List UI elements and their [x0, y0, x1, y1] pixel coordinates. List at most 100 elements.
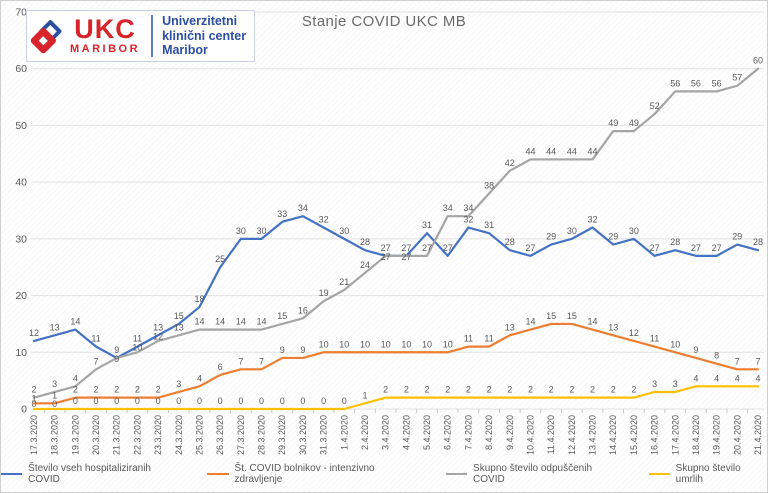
data-label-deaths: 2 [590, 385, 595, 395]
x-tick-label: 30.3.2020 [298, 415, 308, 455]
legend-swatch-discharged [445, 473, 468, 475]
data-label-discharged: 27 [381, 252, 391, 262]
data-label-deaths: 0 [135, 396, 140, 406]
data-label-hospitalized: 27 [650, 243, 660, 253]
data-label-deaths: 0 [114, 396, 119, 406]
data-label-deaths: 0 [31, 399, 36, 409]
data-label-deaths: 2 [383, 385, 388, 395]
data-label-icu: 10 [443, 339, 453, 349]
data-label-discharged: 56 [712, 78, 722, 88]
data-label-icu: 10 [670, 339, 680, 349]
data-label-hospitalized: 28 [670, 237, 680, 247]
gridlines [31, 11, 764, 410]
data-label-deaths: 4 [714, 373, 719, 383]
data-label-discharged: 49 [629, 118, 639, 128]
data-label-discharged: 44 [588, 146, 598, 156]
data-label-hospitalized: 28 [360, 237, 370, 247]
legend-label-icu: Št. COVID bolnikov - intenzivno zdravlje… [234, 463, 375, 485]
x-tick-label: 31.3.2020 [319, 415, 329, 455]
data-label-deaths: 4 [755, 373, 760, 383]
data-label-hospitalized: 27 [712, 243, 722, 253]
y-tick-label: 50 [15, 120, 27, 132]
data-label-deaths: 0 [218, 396, 223, 406]
data-label-icu: 2 [135, 385, 140, 395]
data-label-hospitalized: 15 [174, 311, 184, 321]
data-label-hospitalized: 29 [546, 232, 556, 242]
data-label-discharged: 60 [753, 56, 763, 66]
data-label-hospitalized: 13 [50, 322, 60, 332]
data-label-icu: 15 [546, 311, 556, 321]
data-label-discharged: 38 [484, 180, 494, 190]
legend-swatch-deaths [648, 473, 670, 475]
x-tick-label: 10.4.2020 [525, 415, 535, 455]
data-label-discharged: 34 [463, 203, 473, 213]
data-label-icu: 9 [300, 345, 305, 355]
data-label-icu: 11 [464, 334, 473, 344]
legend-label-discharged: Skupno število odpuščenih COVID [473, 463, 593, 485]
data-label-hospitalized: 34 [298, 203, 308, 213]
data-label-deaths: 0 [94, 396, 99, 406]
data-label-hospitalized: 27 [381, 243, 391, 253]
data-label-deaths: 0 [259, 396, 264, 406]
data-label-hospitalized: 18 [194, 294, 204, 304]
y-axis-labels: 010203040506070 [15, 7, 27, 416]
x-tick-label: 9.4.2020 [505, 415, 515, 450]
covid-line-chart: 01020304050607017.3.202018.3.202019.3.20… [15, 7, 764, 455]
data-label-hospitalized: 27 [443, 243, 453, 253]
logo-city: MARIBOR [70, 42, 141, 55]
chart-legend: Število vseh hospitaliziranih COVID Št. C… [1, 463, 767, 485]
data-label-hospitalized: 30 [236, 226, 246, 236]
data-label-icu: 7 [259, 356, 264, 366]
data-label-icu: 2 [114, 385, 119, 395]
data-label-discharged: 7 [94, 356, 99, 366]
x-axis-labels: 17.3.2020 18.3.2020 19.3.2020 20.3.2020 21.3… [29, 415, 763, 455]
data-label-discharged: 44 [546, 146, 556, 156]
data-label-discharged: 49 [608, 118, 618, 128]
data-label-icu: 11 [650, 334, 659, 344]
data-label-deaths: 2 [611, 385, 616, 395]
data-label-deaths: 2 [528, 385, 533, 395]
data-label-discharged: 24 [360, 260, 370, 270]
data-label-hospitalized: 33 [277, 209, 287, 219]
data-label-discharged: 19 [319, 288, 329, 298]
x-tick-label: 8.4.2020 [484, 415, 494, 450]
ukc-logo-mark-icon [31, 20, 62, 54]
data-label-discharged: 14 [194, 317, 204, 327]
data-label-discharged: 14 [236, 317, 246, 327]
data-label-discharged: 44 [567, 146, 577, 156]
x-tick-label: 3.4.2020 [381, 415, 391, 450]
data-label-hospitalized: 31 [422, 220, 432, 230]
data-label-deaths: 0 [156, 396, 161, 406]
data-label-hospitalized: 11 [91, 334, 100, 344]
data-label-discharged: 56 [670, 78, 680, 88]
y-tick-label: 10 [15, 347, 27, 359]
data-label-discharged: 34 [443, 203, 453, 213]
data-label-hospitalized: 25 [215, 254, 225, 264]
ukc-logo: UKC MARIBOR Univerzitetni klinični cente… [26, 10, 256, 62]
data-label-deaths: 2 [507, 385, 512, 395]
data-label-hospitalized: 32 [463, 215, 473, 225]
x-tick-label: 2.4.2020 [360, 415, 370, 450]
x-tick-label: 7.4.2020 [463, 415, 473, 450]
data-label-discharged: 42 [505, 158, 515, 168]
data-label-hospitalized: 31 [484, 220, 494, 230]
legend-item-icu: Št. COVID bolnikov - intenzivno zdravlje… [207, 463, 417, 485]
data-label-deaths: 3 [673, 379, 678, 389]
data-label-icu: 4 [197, 373, 202, 383]
x-tick-label: 18.4.2020 [691, 415, 701, 455]
x-tick-label: 11.4.2020 [546, 415, 556, 454]
legend-swatch-hospitalized [1, 473, 23, 475]
series-line-discharged [32, 67, 760, 399]
data-label-deaths: 2 [549, 385, 554, 395]
data-label-icu: 7 [238, 356, 243, 366]
x-tick-label: 4.4.2020 [401, 415, 411, 450]
data-label-deaths: 2 [445, 385, 450, 395]
logo-org-line-3: Maribor [162, 43, 208, 58]
data-label-hospitalized: 12 [29, 328, 39, 338]
logo-org-line-2: klinični center [162, 28, 247, 43]
data-label-hospitalized: 30 [257, 226, 267, 236]
data-label-hospitalized: 32 [588, 215, 598, 225]
data-label-icu: 3 [176, 379, 181, 389]
data-label-discharged: 21 [339, 277, 349, 287]
